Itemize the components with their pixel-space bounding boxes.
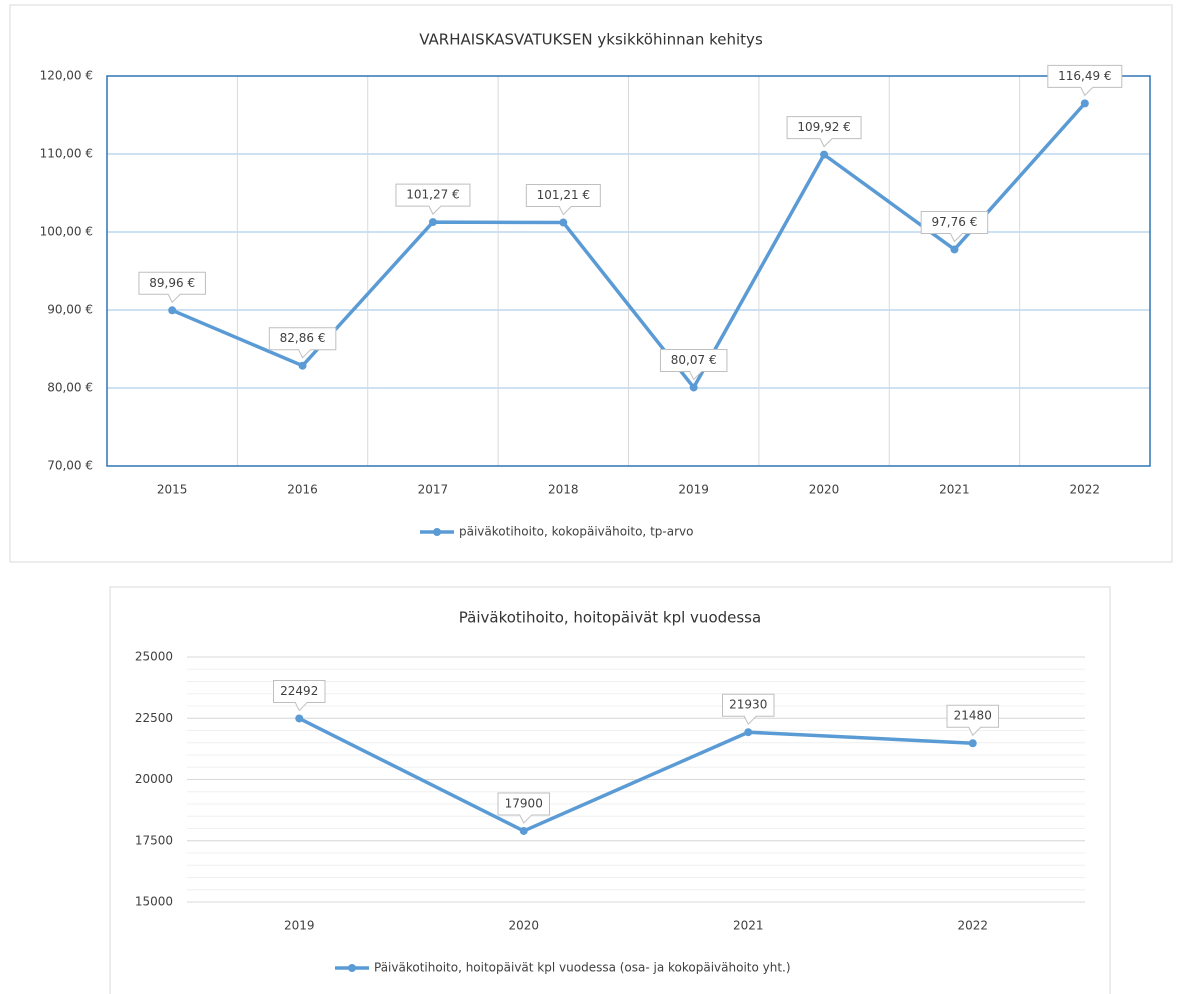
legend-marker — [433, 528, 441, 536]
x-tick-label: 2020 — [809, 483, 840, 497]
data-point — [689, 383, 698, 392]
legend-label: Päiväkotihoito, hoitopäivät kpl vuodessa… — [374, 961, 791, 975]
data-point — [428, 218, 437, 227]
data-label: 97,76 € — [932, 215, 978, 229]
data-label-box — [659, 348, 728, 381]
y-tick-label: 110,00 € — [40, 147, 93, 161]
data-label: 21930 — [729, 698, 767, 712]
data-label-box — [920, 210, 989, 243]
data-point — [519, 826, 528, 835]
y-tick-label: 80,00 € — [47, 381, 93, 395]
data-point — [298, 361, 307, 370]
data-point — [950, 245, 959, 254]
data-label: 80,07 € — [671, 353, 717, 367]
y-tick-label: 100,00 € — [40, 225, 93, 239]
data-label-box — [946, 704, 999, 737]
legend-label: päiväkotihoito, kokopäivähoito, tp-arvo — [459, 525, 693, 539]
x-tick-label: 2021 — [733, 919, 764, 933]
y-tick-label: 25000 — [135, 650, 173, 664]
data-label-box — [138, 271, 206, 304]
x-tick-label: 2022 — [957, 919, 988, 933]
y-tick-label: 20000 — [135, 772, 173, 786]
x-tick-label: 2019 — [284, 919, 315, 933]
data-label-box — [722, 693, 775, 726]
x-tick-label: 2019 — [678, 483, 709, 497]
x-tick-label: 2022 — [1070, 483, 1101, 497]
data-label: 109,92 € — [797, 120, 850, 134]
legend-marker — [348, 964, 356, 972]
data-point — [744, 728, 753, 737]
y-tick-label: 15000 — [135, 895, 173, 909]
data-label: 21480 — [954, 709, 992, 723]
chart-title: Päiväkotihoito, hoitopäivät kpl vuodessa — [459, 609, 761, 627]
y-tick-label: 120,00 € — [40, 69, 93, 83]
data-label: 116,49 € — [1058, 69, 1111, 83]
data-point — [968, 739, 977, 748]
data-label: 101,21 € — [537, 188, 590, 202]
data-point — [295, 714, 304, 723]
data-label: 17900 — [505, 796, 543, 810]
data-label-box — [525, 184, 601, 216]
y-tick-label: 90,00 € — [47, 303, 93, 317]
data-label: 82,86 € — [280, 331, 326, 345]
data-label-box — [1047, 64, 1123, 97]
data-point — [820, 150, 829, 159]
x-tick-label: 2018 — [548, 483, 579, 497]
x-tick-label: 2015 — [157, 483, 188, 497]
data-label-box — [273, 679, 326, 712]
data-label-box — [268, 327, 337, 359]
x-tick-label: 2020 — [508, 919, 539, 933]
data-label: 89,96 € — [149, 276, 195, 290]
data-label-box — [786, 116, 862, 148]
plot-frame — [106, 75, 1151, 467]
data-label: 101,27 € — [406, 188, 459, 202]
y-tick-label: 22500 — [135, 711, 173, 725]
data-point — [168, 306, 177, 315]
x-tick-label: 2021 — [939, 483, 970, 497]
y-tick-label: 70,00 € — [47, 459, 93, 473]
chart-frame — [109, 586, 1111, 994]
data-label-box — [395, 183, 471, 215]
y-tick-label: 17500 — [135, 833, 173, 847]
x-tick-label: 2017 — [418, 483, 449, 497]
data-label: 22492 — [280, 684, 318, 698]
chart-title: VARHAISKASVATUKSEN yksikköhinnan kehitys — [419, 31, 763, 49]
data-label-box — [497, 792, 550, 824]
data-point — [1080, 99, 1089, 108]
series-line — [298, 716, 973, 833]
x-tick-label: 2016 — [287, 483, 318, 497]
data-point — [559, 218, 568, 227]
